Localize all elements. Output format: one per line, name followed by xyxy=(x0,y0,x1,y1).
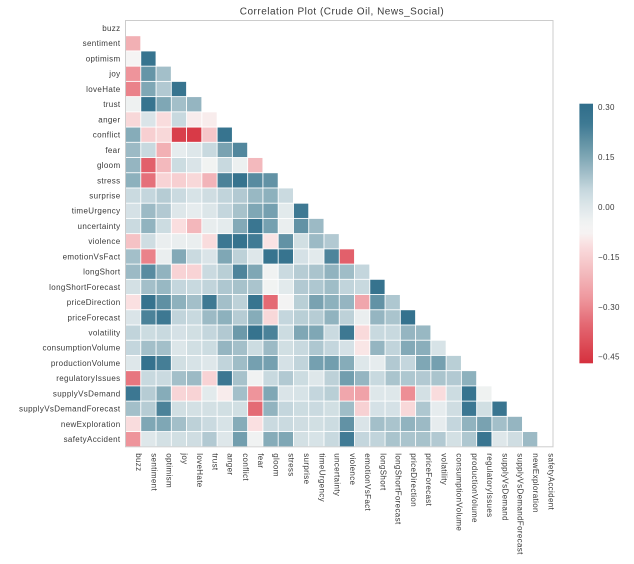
svg-text:consumptionVolume: consumptionVolume xyxy=(43,344,121,353)
svg-text:productionVolume: productionVolume xyxy=(51,359,121,368)
svg-text:priceForecast: priceForecast xyxy=(424,453,433,506)
svg-text:trust: trust xyxy=(210,453,219,471)
svg-text:supplyVsDemand: supplyVsDemand xyxy=(53,389,121,398)
svg-text:uncertainty: uncertainty xyxy=(333,453,342,496)
svg-text:sentiment: sentiment xyxy=(83,39,121,48)
svg-text:joy: joy xyxy=(108,70,120,79)
svg-text:newExploration: newExploration xyxy=(531,453,540,513)
svg-text:newExploration: newExploration xyxy=(61,420,121,429)
svg-text:longShort: longShort xyxy=(378,453,387,491)
svg-text:conflict: conflict xyxy=(93,131,121,140)
svg-text:sentiment: sentiment xyxy=(149,453,158,491)
svg-text:0.00: 0.00 xyxy=(598,203,615,212)
svg-text:Correlation Plot (Crude Oil, N: Correlation Plot (Crude Oil, News_Social… xyxy=(240,7,444,18)
svg-text:−0.45: −0.45 xyxy=(598,353,620,362)
svg-text:longShortForecast: longShortForecast xyxy=(49,283,121,292)
svg-text:−0.15: −0.15 xyxy=(598,253,620,262)
svg-text:stress: stress xyxy=(97,176,120,185)
svg-text:surprise: surprise xyxy=(89,191,120,200)
svg-text:longShort: longShort xyxy=(83,268,121,277)
svg-text:supplyVsDemand: supplyVsDemand xyxy=(500,453,509,521)
svg-text:emotionVsFact: emotionVsFact xyxy=(63,252,121,261)
svg-text:consumptionVolume: consumptionVolume xyxy=(455,453,464,531)
svg-text:optimism: optimism xyxy=(86,54,121,63)
svg-text:anger: anger xyxy=(226,453,235,475)
svg-text:violence: violence xyxy=(348,453,357,485)
svg-text:priceForecast: priceForecast xyxy=(67,313,120,322)
svg-text:supplyVsDemandForecast: supplyVsDemandForecast xyxy=(516,453,525,555)
svg-text:−0.30: −0.30 xyxy=(598,303,620,312)
svg-text:gloom: gloom xyxy=(271,453,280,477)
svg-text:surprise: surprise xyxy=(302,453,311,484)
svg-text:fear: fear xyxy=(105,146,120,155)
svg-text:longShortForecast: longShortForecast xyxy=(394,453,403,525)
svg-text:uncertainty: uncertainty xyxy=(78,222,121,231)
svg-text:gloom: gloom xyxy=(97,161,121,170)
svg-text:priceDirection: priceDirection xyxy=(67,298,121,307)
svg-text:buzz: buzz xyxy=(102,24,120,33)
svg-text:loveHate: loveHate xyxy=(195,453,204,488)
svg-text:timeUrgency: timeUrgency xyxy=(72,207,121,216)
svg-text:0.15: 0.15 xyxy=(598,153,615,162)
svg-text:optimism: optimism xyxy=(165,453,174,488)
svg-text:buzz: buzz xyxy=(134,453,143,471)
svg-text:loveHate: loveHate xyxy=(86,85,121,94)
svg-text:timeUrgency: timeUrgency xyxy=(317,453,326,502)
svg-text:volatility: volatility xyxy=(439,453,448,485)
svg-text:emotionVsFact: emotionVsFact xyxy=(363,453,372,511)
svg-text:trust: trust xyxy=(103,100,121,109)
svg-text:regulatoryIssues: regulatoryIssues xyxy=(485,453,494,517)
svg-text:joy: joy xyxy=(180,452,189,464)
svg-text:conflict: conflict xyxy=(241,453,250,481)
svg-text:0.30: 0.30 xyxy=(598,103,615,112)
svg-text:violence: violence xyxy=(88,237,120,246)
svg-text:priceDirection: priceDirection xyxy=(409,453,418,507)
svg-text:anger: anger xyxy=(98,115,120,124)
svg-text:volatility: volatility xyxy=(89,329,121,338)
svg-text:safetyAccident: safetyAccident xyxy=(546,453,555,510)
svg-text:stress: stress xyxy=(287,453,296,476)
svg-text:fear: fear xyxy=(256,453,265,468)
svg-text:supplyVsDemandForecast: supplyVsDemandForecast xyxy=(19,405,121,414)
svg-text:safetyAccident: safetyAccident xyxy=(64,435,121,444)
svg-text:productionVolume: productionVolume xyxy=(470,453,479,523)
svg-text:regulatoryIssues: regulatoryIssues xyxy=(56,374,120,383)
